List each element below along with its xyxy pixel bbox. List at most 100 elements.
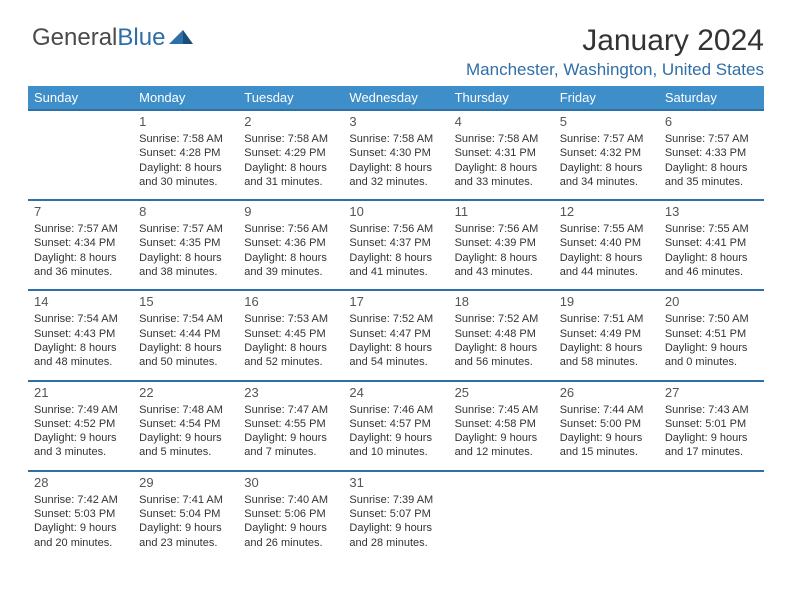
day-number: 5 bbox=[560, 114, 653, 129]
sunrise: Sunrise: 7:57 AM bbox=[665, 132, 758, 146]
calendar-cell: 24Sunrise: 7:46 AMSunset: 4:57 PMDayligh… bbox=[343, 381, 448, 471]
day-number: 15 bbox=[139, 294, 232, 309]
day-number: 9 bbox=[244, 204, 337, 219]
sunset: Sunset: 5:04 PM bbox=[139, 507, 232, 521]
daylight: Daylight: 8 hours and 50 minutes. bbox=[139, 341, 232, 370]
sunset: Sunset: 4:32 PM bbox=[560, 146, 653, 160]
daylight: Daylight: 9 hours and 15 minutes. bbox=[560, 431, 653, 460]
sunrise: Sunrise: 7:57 AM bbox=[560, 132, 653, 146]
daylight: Daylight: 9 hours and 26 minutes. bbox=[244, 521, 337, 550]
calendar-cell: 7 Sunrise: 7:57 AMSunset: 4:34 PMDaylight… bbox=[28, 200, 133, 290]
sunrise: Sunrise: 7:52 AM bbox=[455, 312, 548, 326]
day-info: Sunrise: 7:40 AMSunset: 5:06 PMDaylight:… bbox=[244, 493, 337, 550]
day-info: Sunrise: 7:56 AMSunset: 4:39 PMDaylight:… bbox=[455, 222, 548, 279]
day-header: Friday bbox=[554, 86, 659, 110]
calendar-cell: 12Sunrise: 7:55 AMSunset: 4:40 PMDayligh… bbox=[554, 200, 659, 290]
daylight: Daylight: 9 hours and 17 minutes. bbox=[665, 431, 758, 460]
day-info: Sunrise: 7:54 AMSunset: 4:44 PMDaylight:… bbox=[139, 312, 232, 369]
daylight: Daylight: 8 hours and 35 minutes. bbox=[665, 161, 758, 190]
sunset: Sunset: 4:44 PM bbox=[139, 327, 232, 341]
day-number: 16 bbox=[244, 294, 337, 309]
daylight: Daylight: 9 hours and 23 minutes. bbox=[139, 521, 232, 550]
calendar-cell: 22 Sunrise: 7:48 AMSunset: 4:54 PMDayligh… bbox=[133, 381, 238, 471]
calendar-cell: 30 Sunrise: 7:40 AMSunset: 5:06 PMDayligh… bbox=[238, 471, 343, 560]
day-number: 29 bbox=[139, 475, 232, 490]
daylight: Daylight: 9 hours and 5 minutes. bbox=[139, 431, 232, 460]
day-info: Sunrise: 7:52 AMSunset: 4:47 PMDaylight:… bbox=[349, 312, 442, 369]
sunrise: Sunrise: 7:56 AM bbox=[244, 222, 337, 236]
day-info: Sunrise: 7:43 AMSunset: 5:01 PMDaylight:… bbox=[665, 403, 758, 460]
calendar-cell bbox=[449, 471, 554, 560]
sunset: Sunset: 4:35 PM bbox=[139, 236, 232, 250]
day-info: Sunrise: 7:53 AMSunset: 4:45 PMDaylight:… bbox=[244, 312, 337, 369]
day-number: 3 bbox=[349, 114, 442, 129]
daylight: Daylight: 8 hours and 46 minutes. bbox=[665, 251, 758, 280]
day-info: Sunrise: 7:44 AMSunset: 5:00 PMDaylight:… bbox=[560, 403, 653, 460]
day-number: 31 bbox=[349, 475, 442, 490]
calendar-cell bbox=[659, 471, 764, 560]
sunrise: Sunrise: 7:55 AM bbox=[560, 222, 653, 236]
calendar-week: 1Sunrise: 7:58 AMSunset: 4:28 PMDaylight… bbox=[28, 110, 764, 200]
sunset: Sunset: 4:37 PM bbox=[349, 236, 442, 250]
calendar-cell: 14Sunrise: 7:54 AMSunset: 4:43 PMDayligh… bbox=[28, 290, 133, 380]
sunset: Sunset: 4:45 PM bbox=[244, 327, 337, 341]
calendar-cell: 26Sunrise: 7:44 AMSunset: 5:00 PMDayligh… bbox=[554, 381, 659, 471]
day-header: Thursday bbox=[449, 86, 554, 110]
day-info: Sunrise: 7:45 AMSunset: 4:58 PMDaylight:… bbox=[455, 403, 548, 460]
day-info: Sunrise: 7:58 AMSunset: 4:31 PMDaylight:… bbox=[455, 132, 548, 189]
calendar-cell: 13 Sunrise: 7:55 AMSunset: 4:41 PMDayligh… bbox=[659, 200, 764, 290]
day-number: 21 bbox=[34, 385, 127, 400]
day-number: 12 bbox=[560, 204, 653, 219]
calendar-week: 21Sunrise: 7:49 AMSunset: 4:52 PMDayligh… bbox=[28, 381, 764, 471]
sunrise: Sunrise: 7:43 AM bbox=[665, 403, 758, 417]
sunrise: Sunrise: 7:56 AM bbox=[349, 222, 442, 236]
sunset: Sunset: 4:57 PM bbox=[349, 417, 442, 431]
calendar-cell: 6Sunrise: 7:57 AMSunset: 4:33 PMDaylight… bbox=[659, 110, 764, 200]
day-info: Sunrise: 7:55 AMSunset: 4:41 PMDaylight:… bbox=[665, 222, 758, 279]
calendar-week: 7 Sunrise: 7:57 AMSunset: 4:34 PMDaylight… bbox=[28, 200, 764, 290]
sunset: Sunset: 4:55 PM bbox=[244, 417, 337, 431]
sunset: Sunset: 4:36 PM bbox=[244, 236, 337, 250]
logo-text: GeneralBlue bbox=[32, 24, 165, 52]
daylight: Daylight: 9 hours and 28 minutes. bbox=[349, 521, 442, 550]
day-number: 2 bbox=[244, 114, 337, 129]
daylight: Daylight: 8 hours and 52 minutes. bbox=[244, 341, 337, 370]
day-number: 22 bbox=[139, 385, 232, 400]
calendar-cell: 17Sunrise: 7:52 AMSunset: 4:47 PMDayligh… bbox=[343, 290, 448, 380]
daylight: Daylight: 8 hours and 48 minutes. bbox=[34, 341, 127, 370]
day-number: 7 bbox=[34, 204, 127, 219]
day-number: 19 bbox=[560, 294, 653, 309]
daylight: Daylight: 8 hours and 54 minutes. bbox=[349, 341, 442, 370]
day-info: Sunrise: 7:48 AMSunset: 4:54 PMDaylight:… bbox=[139, 403, 232, 460]
daylight: Daylight: 8 hours and 31 minutes. bbox=[244, 161, 337, 190]
daylight: Daylight: 8 hours and 39 minutes. bbox=[244, 251, 337, 280]
calendar-week: 28Sunrise: 7:42 AMSunset: 5:03 PMDayligh… bbox=[28, 471, 764, 560]
sunset: Sunset: 4:30 PM bbox=[349, 146, 442, 160]
daylight: Daylight: 9 hours and 7 minutes. bbox=[244, 431, 337, 460]
day-info: Sunrise: 7:54 AMSunset: 4:43 PMDaylight:… bbox=[34, 312, 127, 369]
day-number: 25 bbox=[455, 385, 548, 400]
sunrise: Sunrise: 7:55 AM bbox=[665, 222, 758, 236]
day-info: Sunrise: 7:58 AMSunset: 4:29 PMDaylight:… bbox=[244, 132, 337, 189]
day-info: Sunrise: 7:58 AMSunset: 4:28 PMDaylight:… bbox=[139, 132, 232, 189]
daylight: Daylight: 8 hours and 41 minutes. bbox=[349, 251, 442, 280]
sunset: Sunset: 4:51 PM bbox=[665, 327, 758, 341]
location: Manchester, Washington, United States bbox=[28, 60, 764, 80]
sunrise: Sunrise: 7:56 AM bbox=[455, 222, 548, 236]
day-info: Sunrise: 7:52 AMSunset: 4:48 PMDaylight:… bbox=[455, 312, 548, 369]
sunrise: Sunrise: 7:46 AM bbox=[349, 403, 442, 417]
day-info: Sunrise: 7:39 AMSunset: 5:07 PMDaylight:… bbox=[349, 493, 442, 550]
sunrise: Sunrise: 7:45 AM bbox=[455, 403, 548, 417]
day-info: Sunrise: 7:57 AMSunset: 4:33 PMDaylight:… bbox=[665, 132, 758, 189]
sunset: Sunset: 5:03 PM bbox=[34, 507, 127, 521]
day-number: 13 bbox=[665, 204, 758, 219]
day-number: 30 bbox=[244, 475, 337, 490]
sunrise: Sunrise: 7:48 AM bbox=[139, 403, 232, 417]
sunset: Sunset: 4:33 PM bbox=[665, 146, 758, 160]
calendar-cell: 2 Sunrise: 7:58 AMSunset: 4:29 PMDaylight… bbox=[238, 110, 343, 200]
calendar-cell: 23Sunrise: 7:47 AMSunset: 4:55 PMDayligh… bbox=[238, 381, 343, 471]
day-info: Sunrise: 7:57 AMSunset: 4:35 PMDaylight:… bbox=[139, 222, 232, 279]
day-info: Sunrise: 7:57 AMSunset: 4:34 PMDaylight:… bbox=[34, 222, 127, 279]
sunset: Sunset: 4:43 PM bbox=[34, 327, 127, 341]
daylight: Daylight: 8 hours and 44 minutes. bbox=[560, 251, 653, 280]
